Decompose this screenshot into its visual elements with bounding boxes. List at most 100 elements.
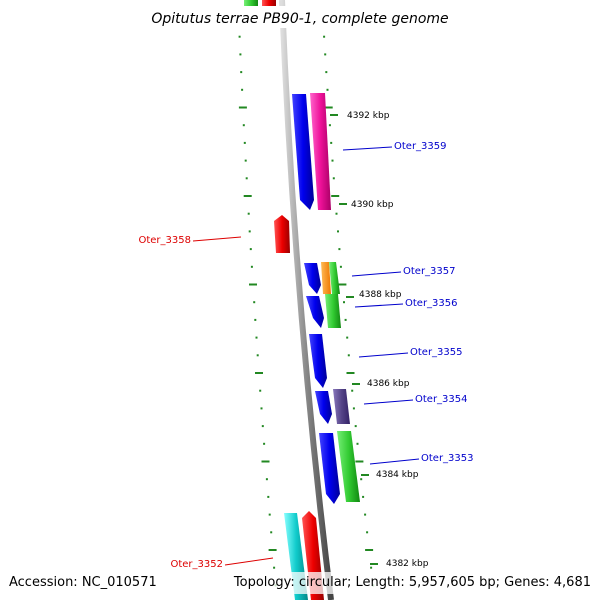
inner-tick-mark — [263, 442, 266, 445]
outer-tick-mark — [364, 513, 367, 516]
cds-3357-blue — [304, 263, 321, 294]
leader-3359 — [342, 146, 393, 151]
inner-tick-mark — [254, 318, 257, 321]
leader-3356 — [354, 303, 404, 308]
kbp-label-4390: 4390 kbp — [351, 200, 394, 210]
outer-tick-mark — [335, 212, 338, 215]
outer-tick-mark — [365, 549, 374, 551]
gene-label-oter-3352[interactable]: Oter_3352 — [170, 559, 223, 570]
inner-tick-mark — [268, 513, 271, 516]
leader-3354 — [363, 399, 414, 405]
inner-tick-mark — [238, 106, 247, 109]
inner-tick-mark — [239, 53, 242, 56]
topology-text: Topology: circular; Length: 5,957,605 bp… — [233, 575, 591, 590]
cds-3359-blue — [292, 94, 314, 210]
leader-3353 — [369, 458, 420, 465]
inner-tick-mark — [248, 230, 251, 233]
gene-label-oter-3354[interactable]: Oter_3354 — [415, 394, 468, 405]
kbp-label-4382: 4382 kbp — [386, 559, 429, 569]
cds-3355-blue — [309, 334, 327, 388]
inner-tick-mark — [250, 265, 253, 268]
kbp-label-4392: 4392 kbp — [347, 111, 390, 121]
outer-tick-mark — [360, 478, 363, 481]
kbp-label-4384: 4384 kbp — [376, 470, 419, 480]
inner-tick-mark — [245, 177, 248, 180]
inner-tick-mark — [240, 71, 243, 74]
outer-tick-mark — [362, 495, 365, 498]
outer-tick-mark — [328, 124, 331, 127]
cds-3358-red — [274, 215, 290, 253]
outer-tick-mark — [324, 106, 333, 109]
outer-tick-mark — [355, 460, 364, 463]
outer-tick-mark — [337, 230, 339, 233]
genome-backbone — [279, 0, 334, 600]
outer-tick-mark — [332, 177, 335, 180]
outer-tick-mark — [351, 389, 354, 392]
outer-tick-mark — [339, 265, 342, 268]
outer-tick-mark — [347, 354, 350, 357]
inner-tick-mark — [242, 124, 245, 127]
gene-label-oter-3359[interactable]: Oter_3359 — [394, 141, 447, 152]
gene-label-oter-3358[interactable]: Oter_3358 — [138, 235, 191, 246]
outer-tick-mark — [325, 71, 328, 74]
inner-tick-mark — [243, 141, 246, 144]
outer-tick-mark — [354, 425, 357, 428]
gene-label-oter-3357[interactable]: Oter_3357 — [403, 266, 456, 277]
inner-tick-mark — [249, 283, 257, 286]
inner-tick-mark — [241, 88, 244, 91]
cds-3359-magenta — [310, 93, 331, 210]
outer-tick-mark — [323, 35, 326, 38]
gene-label-oter-3353[interactable]: Oter_3353 — [421, 453, 474, 464]
inner-tick-mark — [244, 159, 247, 162]
leader-3357 — [351, 271, 402, 277]
outer-tick-mark — [352, 407, 355, 410]
outer-tick-mark — [356, 442, 359, 445]
gene-label-oter-3356[interactable]: Oter_3356 — [405, 298, 458, 309]
outer-tick-mark — [370, 566, 373, 569]
cds-3357-green — [329, 262, 340, 294]
inner-tick-mark — [267, 495, 270, 498]
cds-3354-blue — [315, 391, 332, 424]
inner-tick-mark — [265, 478, 268, 481]
cds-top-red — [262, 0, 276, 6]
cds-top-green — [244, 0, 258, 6]
accession-text: Accession: NC_010571 — [9, 575, 157, 590]
inner-tick-mark — [253, 301, 256, 304]
title-backdrop — [150, 6, 452, 28]
outer-tick-mark — [343, 301, 345, 304]
leader-3352 — [224, 557, 274, 566]
inner-tick-mark — [256, 354, 259, 357]
inner-tick-mark — [255, 372, 263, 374]
leader-3358 — [192, 236, 242, 242]
cds-3354-slate — [333, 389, 350, 424]
cds-3353-blue — [319, 433, 340, 504]
outer-tick-mark — [346, 336, 349, 339]
inner-tick-mark — [255, 336, 258, 339]
footer-backdrop — [258, 572, 598, 594]
outer-tick-mark — [330, 141, 333, 144]
leader-3355 — [358, 352, 409, 358]
kbp-label-4386: 4386 kbp — [367, 379, 410, 389]
outer-tick-mark — [326, 88, 329, 91]
inner-tick-mark — [261, 425, 264, 428]
inner-tick-mark — [261, 460, 270, 463]
outer-tick-mark — [324, 53, 327, 56]
gene-label-oter-3355[interactable]: Oter_3355 — [410, 347, 463, 358]
outer-tick-mark — [366, 531, 369, 534]
inner-tick-mark — [273, 566, 276, 569]
inner-tick-mark — [243, 195, 252, 197]
outer-tick-mark — [338, 283, 347, 286]
outer-tick-mark — [338, 248, 341, 251]
inner-tick-marks — [234, 18, 277, 587]
inner-tick-mark — [259, 389, 262, 392]
inner-tick-mark — [260, 407, 263, 410]
inner-tick-mark — [249, 248, 252, 251]
outer-tick-mark — [331, 195, 340, 197]
inner-tick-mark — [268, 549, 277, 551]
kbp-label-4388: 4388 kbp — [359, 290, 402, 300]
outer-tick-mark — [346, 372, 355, 374]
cds-3356-green — [325, 294, 341, 328]
genome-title: Opitutus terrae PB90-1, complete genome — [151, 11, 448, 27]
cds-3353-green — [337, 431, 360, 502]
